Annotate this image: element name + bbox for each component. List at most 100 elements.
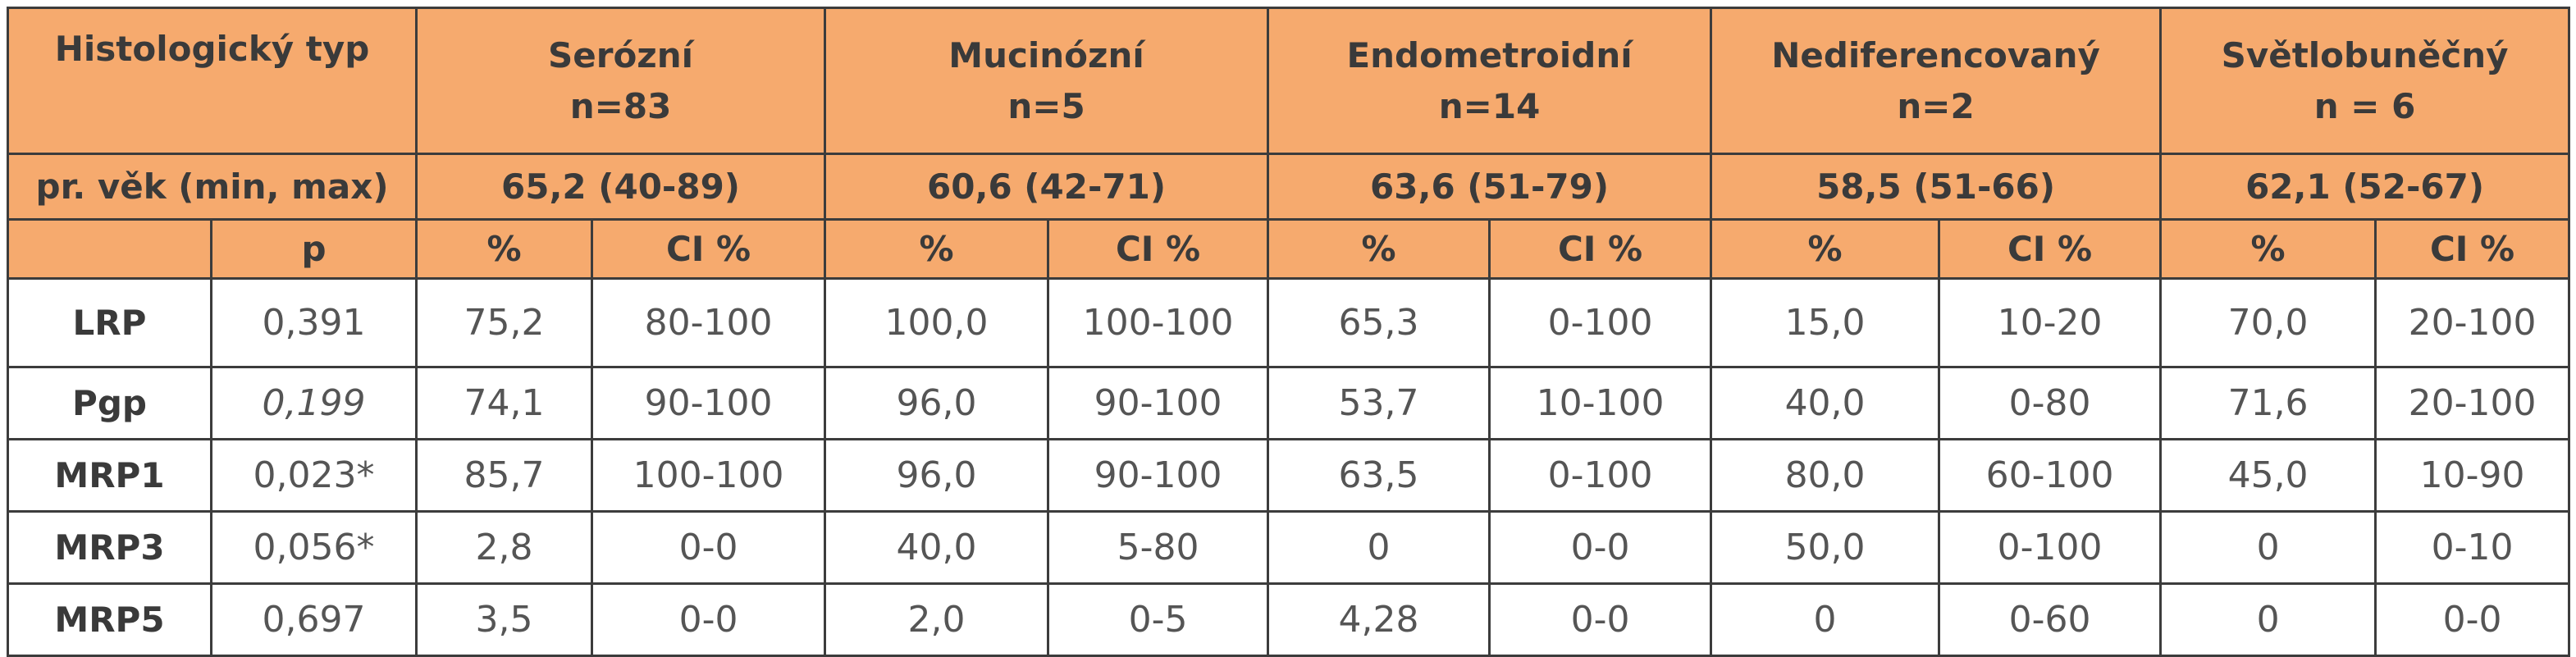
group-name: Mucinózní [948, 34, 1144, 75]
data-cell: 100,0 [824, 277, 1050, 368]
marker-cell: Pgp [7, 366, 212, 440]
header-row-groups: Histologický typ Serózní n=83 Mucinózní … [6, 7, 2571, 155]
data-cell: 10-100 [1488, 366, 1713, 440]
group-name: Serózní [548, 34, 694, 75]
data-cell: 0-0 [591, 582, 827, 657]
p-value-cell: 0,199 [209, 366, 418, 440]
data-cell: 5-80 [1047, 510, 1270, 585]
data-cell: 90-100 [591, 366, 827, 440]
data-cell: 0-60 [1938, 582, 2163, 657]
data-cell: 50,0 [1710, 510, 1941, 585]
data-cell: 10-90 [2374, 438, 2571, 513]
age-label: pr. věk (min, max) [35, 167, 389, 207]
group-header-svetlobunecny: Světlobuněčný n = 6 [2159, 7, 2571, 155]
data-cell: 2,8 [415, 510, 594, 585]
marker-cell: LRP [7, 277, 212, 368]
p-value-cell: 0,697 [209, 582, 418, 657]
data-cell: 0 [2159, 582, 2377, 657]
group-n: n=83 [569, 85, 672, 126]
histological-type-label: Histologický typ [54, 29, 370, 69]
age-value-cell: 58,5 (51-66) [1710, 153, 2163, 221]
age-value-cell: 62,1 (52-67) [2159, 153, 2571, 221]
data-cell: 100-100 [1047, 277, 1270, 368]
data-cell: 90-100 [1047, 366, 1270, 440]
ci-header: CI % [1047, 218, 1270, 280]
data-cell: 0-10 [2374, 510, 2571, 585]
pct-header: % [2159, 218, 2377, 280]
data-cell: 10-20 [1938, 277, 2163, 368]
group-name: Světlobuněčný [2221, 34, 2509, 75]
data-cell: 0-0 [1488, 510, 1713, 585]
data-cell: 96,0 [824, 438, 1050, 513]
table-row: MRP5 0,697 3,5 0-0 2,0 0-5 4,28 0-0 0 0-… [7, 582, 2571, 657]
ci-header: CI % [2374, 218, 2571, 280]
ci-header: CI % [1938, 218, 2163, 280]
age-value-cell: 60,6 (42-71) [824, 153, 1270, 221]
data-cell: 74,1 [415, 366, 594, 440]
data-cell: 45,0 [2159, 438, 2377, 513]
group-header-endometroidni: Endometroidní n=14 [1267, 7, 1713, 155]
data-cell: 65,3 [1267, 277, 1491, 368]
header-row-sub: p % CI % % CI % % CI % % CI % % CI % [7, 218, 2571, 280]
ci-header: CI % [1488, 218, 1713, 280]
data-cell: 0-0 [591, 510, 827, 585]
data-cell: 75,2 [415, 277, 594, 368]
marker-cell: MRP5 [7, 582, 212, 657]
group-n: n=2 [1897, 85, 1975, 126]
header-row-age: pr. věk (min, max) 65,2 (40-89) 60,6 (42… [6, 153, 2571, 221]
data-cell: 85,7 [415, 438, 594, 513]
age-label-cell: pr. věk (min, max) [6, 153, 418, 221]
table-row: Pgp 0,199 74,1 90-100 96,0 90-100 53,7 1… [7, 366, 2571, 440]
data-cell: 53,7 [1267, 366, 1491, 440]
data-cell: 0-5 [1047, 582, 1270, 657]
pct-header: % [1710, 218, 1941, 280]
data-cell: 0-0 [2374, 582, 2571, 657]
marker-cell: MRP3 [7, 510, 212, 585]
data-cell: 20-100 [2374, 366, 2571, 440]
data-cell: 15,0 [1710, 277, 1941, 368]
data-cell: 80-100 [591, 277, 827, 368]
data-cell: 0-80 [1938, 366, 2163, 440]
data-cell: 0-100 [1488, 277, 1713, 368]
age-value-cell: 63,6 (51-79) [1267, 153, 1713, 221]
data-cell: 2,0 [824, 582, 1050, 657]
group-header-nediferencovany: Nediferencovaný n=2 [1710, 7, 2163, 155]
data-cell: 96,0 [824, 366, 1050, 440]
data-cell: 0 [1710, 582, 1941, 657]
p-value-cell: 0,023* [209, 438, 418, 513]
group-n: n=5 [1007, 85, 1085, 126]
data-cell: 40,0 [824, 510, 1050, 585]
data-cell: 4,28 [1267, 582, 1491, 657]
data-cell: 60-100 [1938, 438, 2163, 513]
data-cell: 70,0 [2159, 277, 2377, 368]
data-cell: 0 [2159, 510, 2377, 585]
empty-header-cell [7, 218, 212, 280]
data-cell: 100-100 [591, 438, 827, 513]
group-n: n = 6 [2313, 85, 2416, 126]
pct-header: % [1267, 218, 1491, 280]
data-cell: 0-0 [1488, 582, 1713, 657]
data-cell: 0-100 [1488, 438, 1713, 513]
table-row: MRP1 0,023* 85,7 100-100 96,0 90-100 63,… [7, 438, 2571, 513]
data-cell: 40,0 [1710, 366, 1941, 440]
data-cell: 63,5 [1267, 438, 1491, 513]
p-header: p [209, 218, 418, 280]
ci-header: CI % [591, 218, 827, 280]
group-header-mucinozni: Mucinózní n=5 [824, 7, 1270, 155]
group-n: n=14 [1438, 85, 1541, 126]
table-row: LRP 0,391 75,2 80-100 100,0 100-100 65,3… [7, 277, 2571, 368]
group-name: Endometroidní [1346, 34, 1633, 75]
p-value-cell: 0,391 [209, 277, 418, 368]
pct-header: % [824, 218, 1050, 280]
data-cell: 20-100 [2374, 277, 2571, 368]
data-cell: 0-100 [1938, 510, 2163, 585]
histology-table: Histologický typ Serózní n=83 Mucinózní … [6, 7, 2571, 657]
age-value-cell: 65,2 (40-89) [415, 153, 827, 221]
pct-header: % [415, 218, 594, 280]
data-cell: 0 [1267, 510, 1491, 585]
data-cell: 90-100 [1047, 438, 1270, 513]
data-cell: 3,5 [415, 582, 594, 657]
marker-cell: MRP1 [7, 438, 212, 513]
group-name: Nediferencovaný [1771, 34, 2100, 75]
histological-type-header: Histologický typ [6, 7, 418, 155]
